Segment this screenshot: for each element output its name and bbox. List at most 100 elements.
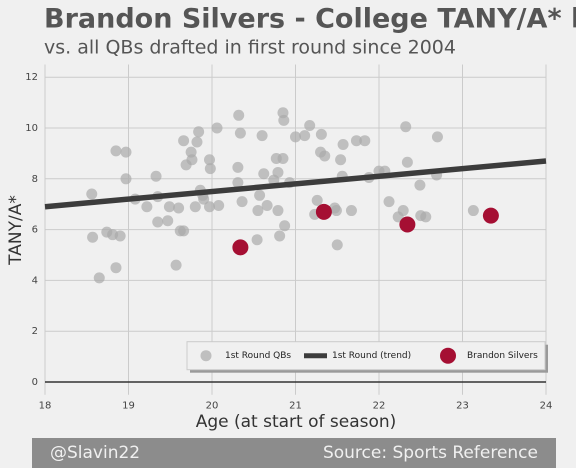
footer-band [32,438,556,468]
point [397,205,409,217]
point [337,139,349,151]
point [482,207,499,224]
point [232,239,249,256]
point [299,130,311,142]
point [213,199,225,211]
point [335,154,347,166]
footer-source: Source: Sports Reference [323,443,538,463]
x-axis-label: Age (at start of season) [196,412,397,432]
y-tick-label: 6 [32,225,38,236]
x-tick-label: 22 [373,401,386,412]
y-tick-label: 8 [32,174,38,185]
point [162,215,174,227]
y-tick-label: 0 [32,377,38,388]
legend-label: Brandon Silvers [467,351,538,361]
point [290,131,301,143]
point [467,205,479,217]
point [401,156,413,168]
point [120,173,132,185]
point [204,163,216,175]
y-tick-label: 10 [25,123,38,134]
point [191,136,203,148]
x-tick-label: 20 [206,401,219,412]
point [203,154,215,166]
legend-label: 1st Round QBs [225,351,291,361]
point [279,220,291,232]
point [178,225,190,237]
point [141,201,153,213]
point [431,131,443,143]
point [272,166,284,178]
point [350,135,362,147]
point [203,201,215,213]
point [319,150,331,162]
x-tick-label: 23 [456,401,469,412]
point [400,121,412,133]
x-tick-label: 19 [122,401,135,412]
point [329,202,341,214]
point [150,170,162,182]
x-tick-label: 18 [39,401,52,412]
point [110,145,122,157]
point [198,193,210,205]
point [278,114,290,126]
footer-credit: @Slavin22 [50,443,140,463]
point [252,205,264,217]
legend-box [186,341,546,371]
legend-swatch [200,350,212,362]
legend-swatch [440,347,456,364]
trend-line [44,158,547,210]
point [170,259,182,271]
point [93,272,105,284]
point [211,122,223,134]
point [120,146,132,158]
legend: 1st Round QBs 1st Round (trend) Brandon Si… [186,341,548,373]
point [173,202,185,214]
y-tick-label: 4 [32,275,38,286]
point [110,262,122,274]
point [272,205,284,217]
point [399,216,416,233]
point [236,196,248,208]
point [193,126,205,138]
point [254,189,266,201]
point [277,152,289,164]
point [414,179,426,191]
point [186,154,198,166]
point [256,130,268,142]
point [233,109,245,121]
point [152,216,164,228]
point [383,196,395,208]
y-tick-label: 2 [32,326,38,337]
point [232,161,244,173]
point [261,199,273,211]
point [232,177,244,189]
point [304,119,316,131]
point [163,201,175,213]
y-axis-label: TANY/A* [6,195,26,266]
legend-label: 1st Round (trend) [332,351,411,361]
point [359,135,371,147]
chart-subtitle: vs. all QBs drafted in first round since… [44,37,456,59]
point [258,168,270,180]
point [234,127,246,139]
point [345,205,357,217]
point [114,230,126,242]
point [178,135,190,147]
point [189,201,201,213]
point [251,234,263,246]
point [315,128,327,140]
point [420,211,432,223]
point [274,230,286,242]
point [311,194,323,206]
x-tick-label: 21 [289,401,302,412]
point [86,188,98,200]
x-tick-label: 24 [540,401,553,412]
point [87,231,99,243]
chart-title: Brandon Silvers - College TANY/A* by Age [44,4,576,35]
y-tick-label: 12 [25,72,38,83]
